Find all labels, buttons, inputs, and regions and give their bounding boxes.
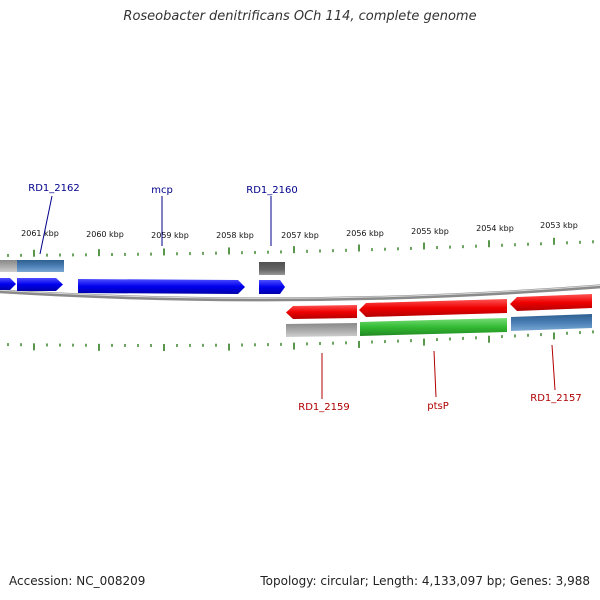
gene-rd1-2159[interactable] bbox=[286, 305, 357, 319]
gene-label-rd1-2160[interactable]: RD1_2160 bbox=[246, 185, 297, 196]
tick-label-2058: 2058 kbp bbox=[216, 231, 254, 240]
lower-tick-track bbox=[7, 330, 594, 351]
gene-red-right[interactable] bbox=[510, 294, 592, 311]
gene-label-mcp[interactable]: mcp bbox=[151, 185, 173, 196]
gene-blue-left-edge[interactable] bbox=[0, 278, 16, 290]
gene-label-rd1-2162[interactable]: RD1_2162 bbox=[28, 183, 79, 194]
accession-text: Accession: NC_008209 bbox=[9, 574, 146, 588]
tick-label-2057: 2057 kbp bbox=[281, 231, 319, 240]
tick-label-2060: 2060 kbp bbox=[86, 230, 124, 239]
gene-blue-right[interactable] bbox=[259, 280, 285, 294]
tick-label-2054: 2054 kbp bbox=[476, 224, 514, 233]
genome-summary-text: Topology: circular; Length: 4,133,097 bp… bbox=[260, 574, 590, 588]
genome-backbone-highlight bbox=[0, 284, 600, 299]
gene-rd1-2160[interactable] bbox=[259, 262, 285, 275]
callout-line-rd1-2157 bbox=[551, 344, 556, 391]
upper-tick-track bbox=[7, 237, 594, 257]
callout-line-rd1-2162 bbox=[39, 195, 53, 255]
gene-label-rd1-2157[interactable]: RD1_2157 bbox=[530, 393, 581, 404]
tick-label-2055: 2055 kbp bbox=[411, 227, 449, 236]
gene-label-rd1-2159[interactable]: RD1_2159 bbox=[298, 402, 349, 413]
gene-blue-2161-region[interactable] bbox=[17, 278, 63, 291]
tick-label-2059: 2059 kbp bbox=[151, 231, 189, 240]
gene-lower-gray[interactable] bbox=[286, 323, 357, 337]
gene-mcp[interactable] bbox=[78, 279, 245, 294]
gene-rd1-2162[interactable] bbox=[17, 260, 64, 272]
gene-label-ptsP[interactable]: ptsP bbox=[427, 401, 449, 412]
genome-backbone bbox=[0, 284, 600, 302]
callout-line-ptsP bbox=[433, 350, 437, 398]
tick-label-2061: 2061 kbp bbox=[21, 229, 59, 238]
gene-lower-green[interactable] bbox=[360, 318, 507, 336]
tick-label-2056: 2056 kbp bbox=[346, 229, 384, 238]
gene-rd1-2157[interactable] bbox=[511, 314, 592, 331]
gene-upper-gray-left[interactable] bbox=[0, 260, 17, 272]
gene-ptsP[interactable] bbox=[359, 299, 507, 317]
tick-label-2053: 2053 kbp bbox=[540, 221, 578, 230]
genome-title: Roseobacter denitrificans OCh 114, compl… bbox=[123, 9, 477, 24]
